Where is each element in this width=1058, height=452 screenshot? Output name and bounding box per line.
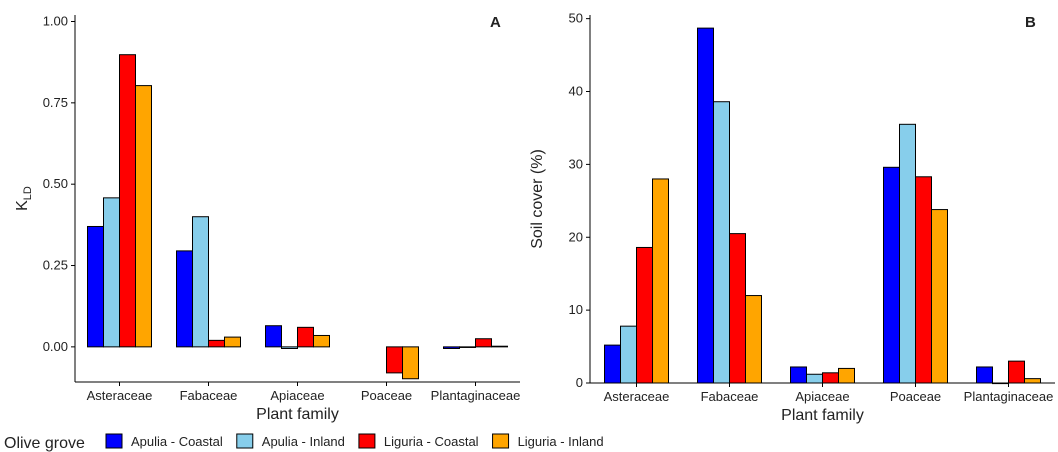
bar bbox=[697, 27, 714, 384]
x-tick-label: Apiaceae bbox=[795, 389, 849, 404]
y-tick-label: 0.50 bbox=[43, 176, 68, 191]
bar bbox=[899, 123, 916, 384]
bar bbox=[87, 225, 104, 348]
x-tick-label: Plantaginaceae bbox=[964, 389, 1054, 404]
bar bbox=[402, 346, 419, 380]
y-tick-label: 20 bbox=[569, 229, 583, 244]
bar bbox=[822, 372, 839, 384]
bar bbox=[475, 338, 492, 348]
y-axis-label: KLD bbox=[14, 186, 34, 211]
y-tick-label: 30 bbox=[569, 156, 583, 171]
bar bbox=[119, 54, 136, 348]
x-tick-label: Plantaginaceae bbox=[431, 388, 521, 403]
y-tick-label: 0.00 bbox=[43, 339, 68, 354]
x-tick-label: Poaceae bbox=[890, 389, 941, 404]
x-tick-label: Fabaceae bbox=[701, 389, 759, 404]
bar bbox=[604, 344, 621, 384]
y-tick-label: 50 bbox=[569, 11, 583, 26]
legend-swatch bbox=[358, 433, 376, 449]
y-tick-label: 1.00 bbox=[43, 14, 68, 29]
y-tick-label: 0 bbox=[576, 375, 583, 390]
x-tick-label: Fabaceae bbox=[180, 388, 238, 403]
bar bbox=[135, 85, 152, 348]
bar bbox=[192, 216, 209, 348]
bar bbox=[976, 366, 993, 384]
legend-label: Liguria - Coastal bbox=[384, 434, 479, 449]
bar bbox=[1024, 378, 1041, 384]
legend-title: Olive grove bbox=[4, 435, 85, 452]
bar bbox=[208, 339, 225, 348]
bar bbox=[297, 326, 314, 348]
bar bbox=[838, 367, 855, 384]
bar bbox=[790, 366, 807, 384]
y-axis-label: Soil cover (%) bbox=[529, 149, 546, 249]
bar bbox=[491, 345, 508, 348]
panel-label: A bbox=[490, 14, 501, 31]
legend-label: Apulia - Coastal bbox=[131, 434, 223, 449]
bar bbox=[931, 209, 948, 384]
bar bbox=[386, 346, 403, 374]
bar bbox=[265, 325, 282, 348]
bar bbox=[443, 346, 460, 349]
bar bbox=[176, 250, 193, 348]
bar bbox=[915, 176, 932, 384]
bar bbox=[459, 346, 476, 348]
y-tick-label: 10 bbox=[569, 302, 583, 317]
x-tick-label: Poaceae bbox=[361, 388, 412, 403]
bar bbox=[883, 166, 900, 384]
bar bbox=[1008, 360, 1025, 384]
legend-swatch bbox=[492, 433, 510, 449]
bar bbox=[806, 373, 823, 384]
y-axis-label-main: Soil cover (%) bbox=[529, 149, 546, 249]
x-axis-label: Plant family bbox=[256, 406, 339, 423]
bar bbox=[281, 346, 298, 349]
y-tick-label: 0.75 bbox=[43, 95, 68, 110]
x-tick-label: Asteraceae bbox=[87, 388, 153, 403]
legend-label: Liguria - Inland bbox=[518, 434, 604, 449]
bar bbox=[713, 101, 730, 384]
bar bbox=[103, 197, 120, 348]
bar bbox=[620, 325, 637, 384]
bar bbox=[313, 334, 330, 348]
y-tick-label: 0.25 bbox=[43, 258, 68, 273]
legend-swatch bbox=[236, 433, 254, 449]
y-axis-label-main: K bbox=[14, 200, 31, 211]
x-tick-label: Apiaceae bbox=[270, 388, 324, 403]
bar bbox=[636, 246, 653, 384]
y-axis-label-sub: LD bbox=[22, 186, 34, 200]
bar bbox=[745, 295, 762, 384]
legend-label: Apulia - Inland bbox=[262, 434, 345, 449]
bar bbox=[652, 178, 669, 384]
bar bbox=[224, 336, 241, 348]
y-tick-label: 40 bbox=[569, 84, 583, 99]
bar bbox=[729, 233, 746, 384]
x-tick-label: Asteraceae bbox=[604, 389, 670, 404]
x-axis-label: Plant family bbox=[781, 407, 864, 424]
legend-swatch bbox=[105, 433, 123, 449]
panel-label: B bbox=[1025, 14, 1036, 31]
